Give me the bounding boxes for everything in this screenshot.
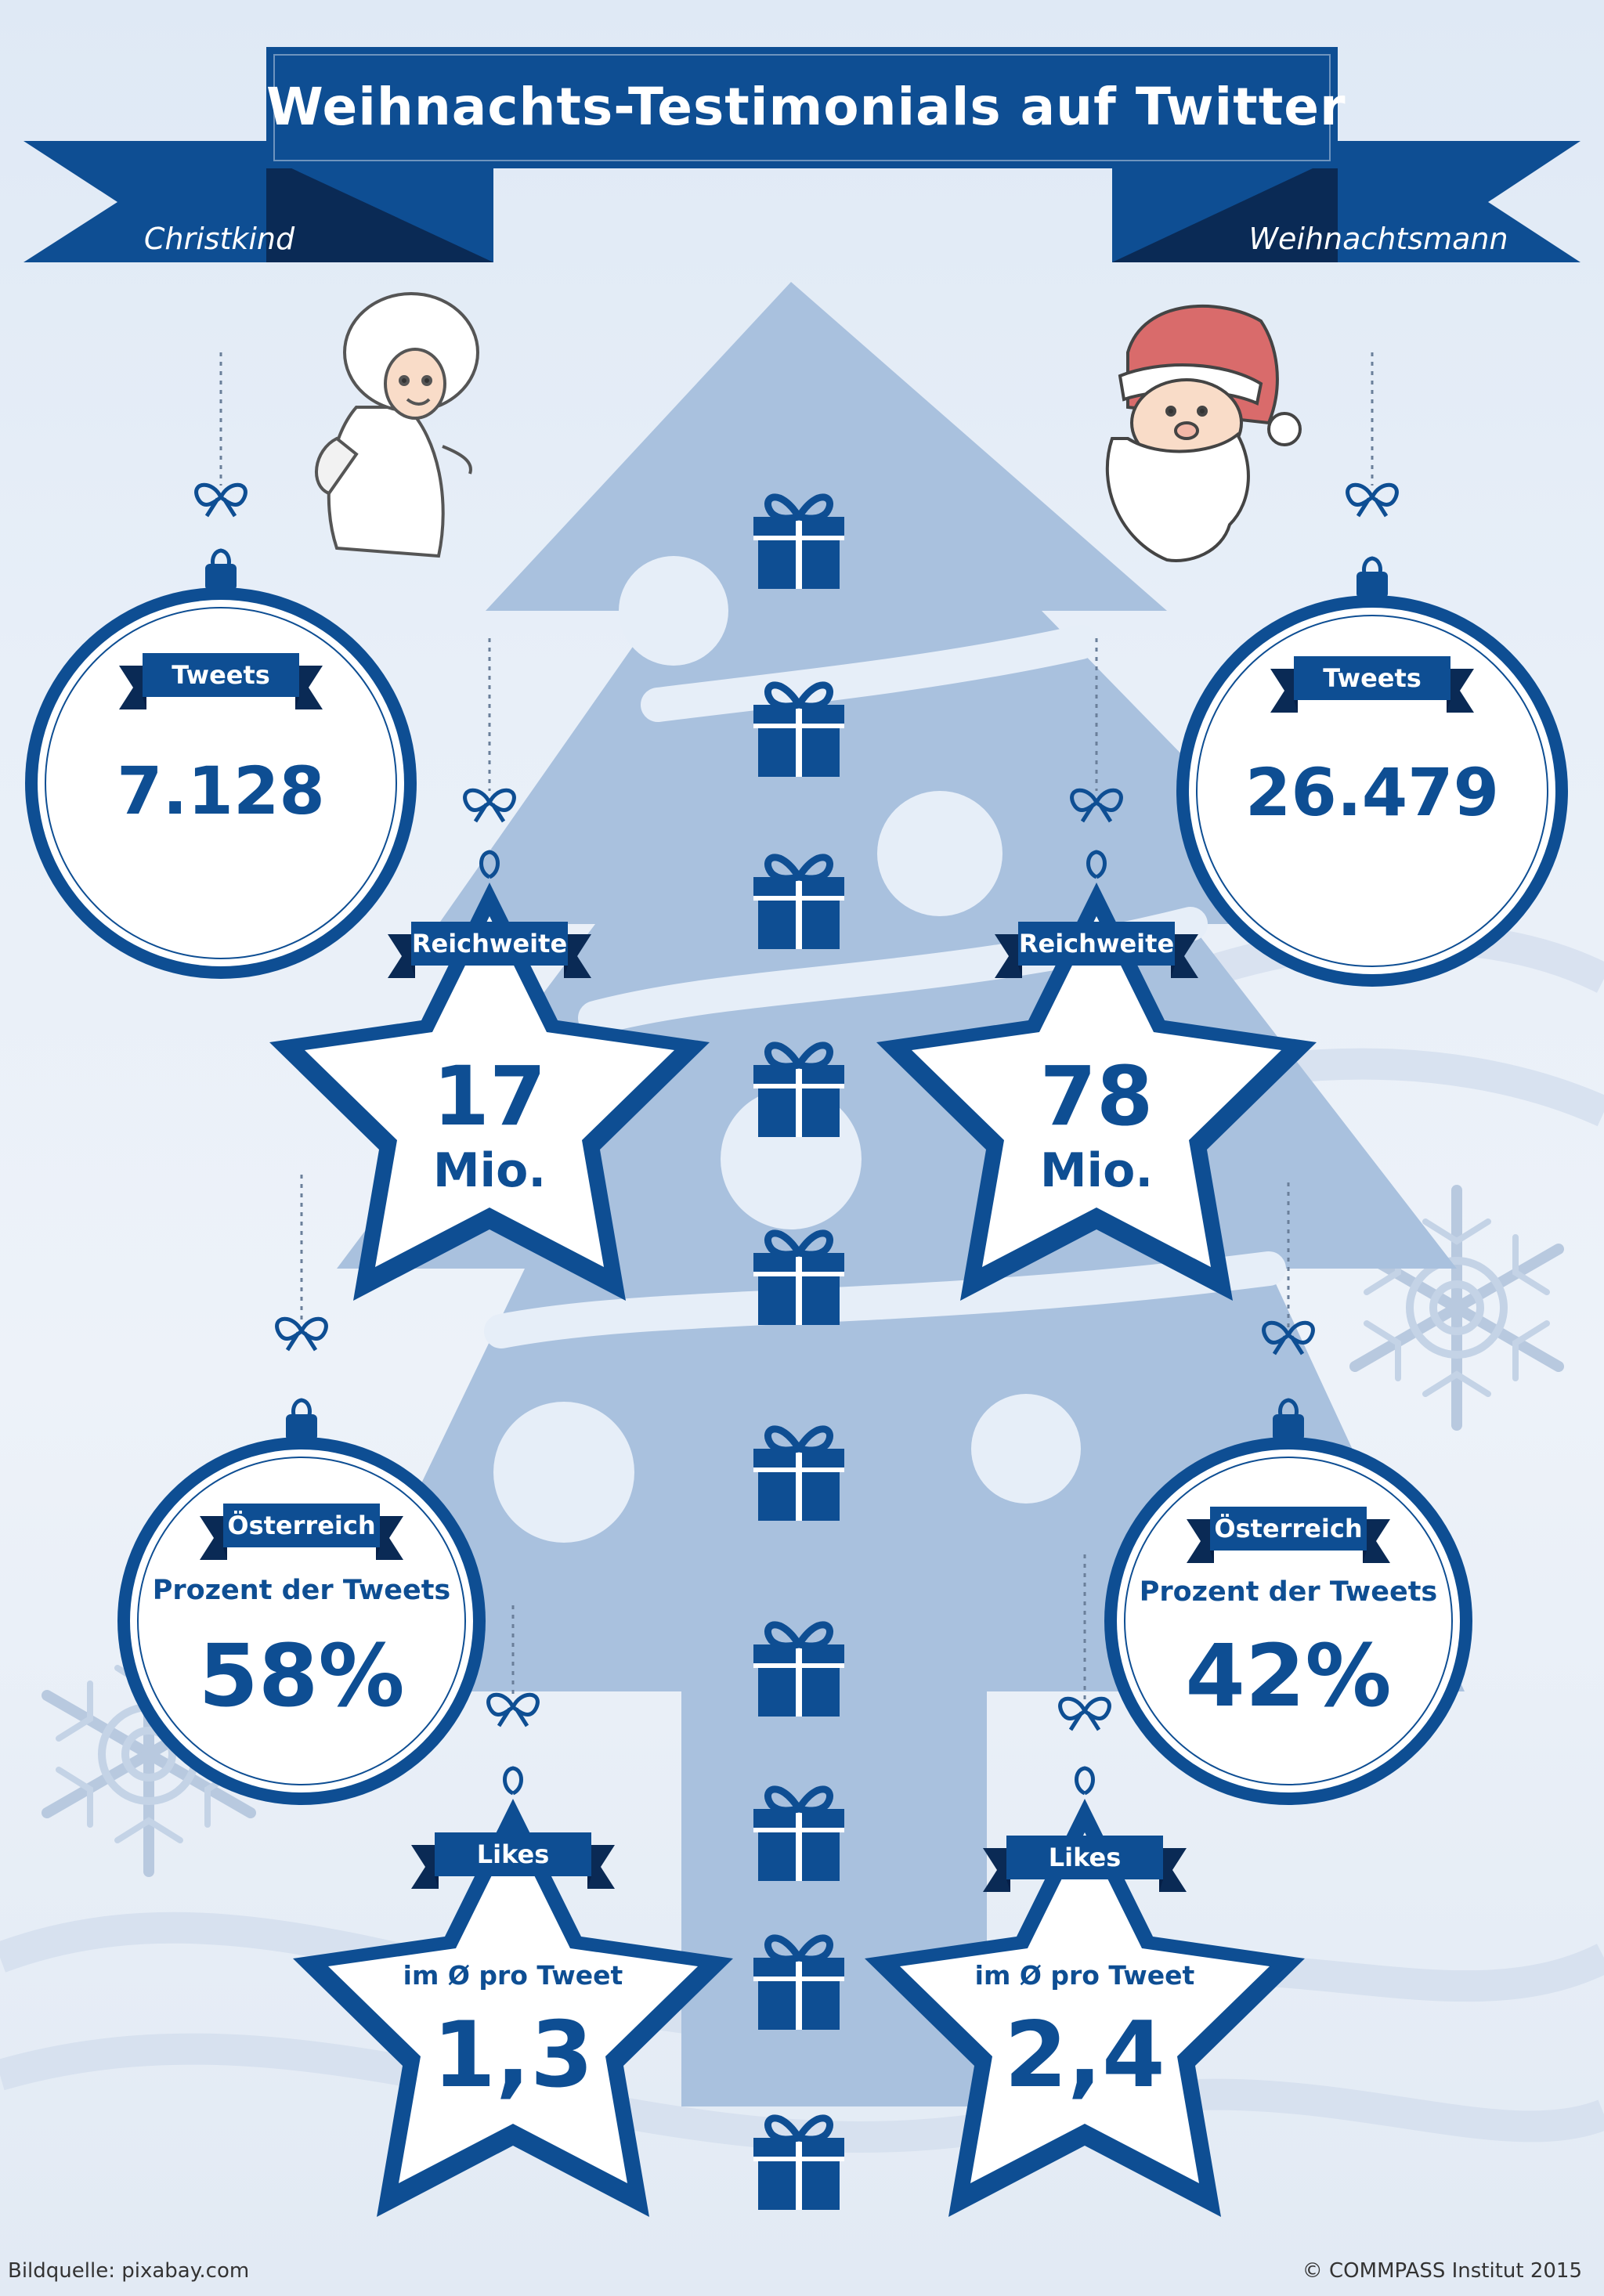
star-likes-christkind (293, 1799, 733, 2217)
gift-icon (753, 1625, 844, 1717)
christkind-label: Christkind (143, 222, 295, 256)
hook-icon (1077, 1768, 1093, 1793)
header-banner (23, 47, 1581, 262)
austria-subtitle-weihnachtsmann: Prozent der Tweets (1139, 1576, 1438, 1608)
bow-icon (277, 1319, 327, 1350)
tweets-value-weihnachtsmann: 26.479 (1245, 754, 1500, 831)
image-source: Bildquelle: pixabay.com (8, 2259, 250, 2283)
ornament-tweets-christkind (25, 564, 417, 979)
bow-icon (1348, 485, 1397, 516)
austria-label-christkind: Österreich (227, 1511, 376, 1540)
bow-icon (197, 485, 246, 516)
reach-value-christkind: 17 (432, 1049, 547, 1144)
bow-icon (1060, 1699, 1110, 1730)
reach-label-weihnachtsmann: Reichweite (1018, 929, 1175, 958)
austria-value-christkind: 58% (198, 1626, 405, 1726)
austria-label-weihnachtsmann: Österreich (1214, 1514, 1363, 1543)
bow-icon (465, 790, 515, 821)
gift-icon (753, 497, 844, 589)
copyright: © COMMPASS Institut 2015 (1302, 2259, 1582, 2283)
weihnachtsmann-label: Weihnachtsmann (1248, 222, 1508, 256)
angel-icon (315, 292, 479, 558)
likes-value-christkind: 1,3 (432, 2002, 594, 2108)
hook-icon (505, 1768, 522, 1793)
tweets-label-christkind: Tweets (172, 660, 270, 690)
likes-label-christkind: Likes (476, 1839, 550, 1869)
likes-subtitle-weihnachtsmann: im Ø pro Tweet (974, 1960, 1195, 1991)
hanging-strings (219, 352, 1374, 1699)
gift-icon (753, 685, 844, 777)
gift-icon (753, 1233, 844, 1325)
reach-value-weihnachtsmann: 78 (1039, 1049, 1154, 1144)
gift-icon (753, 1429, 844, 1521)
gift-icon (753, 2118, 844, 2210)
gift-icon (753, 857, 844, 949)
gift-icon (753, 1789, 844, 1881)
likes-label-weihnachtsmann: Likes (1048, 1843, 1122, 1872)
gift-icon (753, 1045, 844, 1137)
page-title: Weihnachts-Testimonials auf Twitter (266, 77, 1346, 137)
star-reach-christkind (269, 883, 710, 1301)
austria-value-weihnachtsmann: 42% (1185, 1626, 1392, 1726)
austria-subtitle-christkind: Prozent der Tweets (152, 1575, 451, 1606)
bow-icon (489, 1695, 538, 1726)
reach-unit-christkind: Mio. (432, 1143, 547, 1198)
star-reach-weihnachtsmann (876, 883, 1317, 1301)
tweets-value-christkind: 7.128 (117, 753, 325, 829)
tweets-label-weihnachtsmann: Tweets (1323, 663, 1422, 693)
star-likes-weihnachtsmann (865, 1799, 1305, 2217)
santa-icon (1105, 305, 1302, 562)
likes-value-weihnachtsmann: 2,4 (1004, 2002, 1165, 2108)
tree-cutouts (493, 556, 1081, 1543)
reach-unit-weihnachtsmann: Mio. (1039, 1143, 1154, 1198)
gift-icon (753, 1938, 844, 2030)
reach-label-christkind: Reichweite (411, 929, 568, 958)
likes-subtitle-christkind: im Ø pro Tweet (403, 1960, 623, 1991)
